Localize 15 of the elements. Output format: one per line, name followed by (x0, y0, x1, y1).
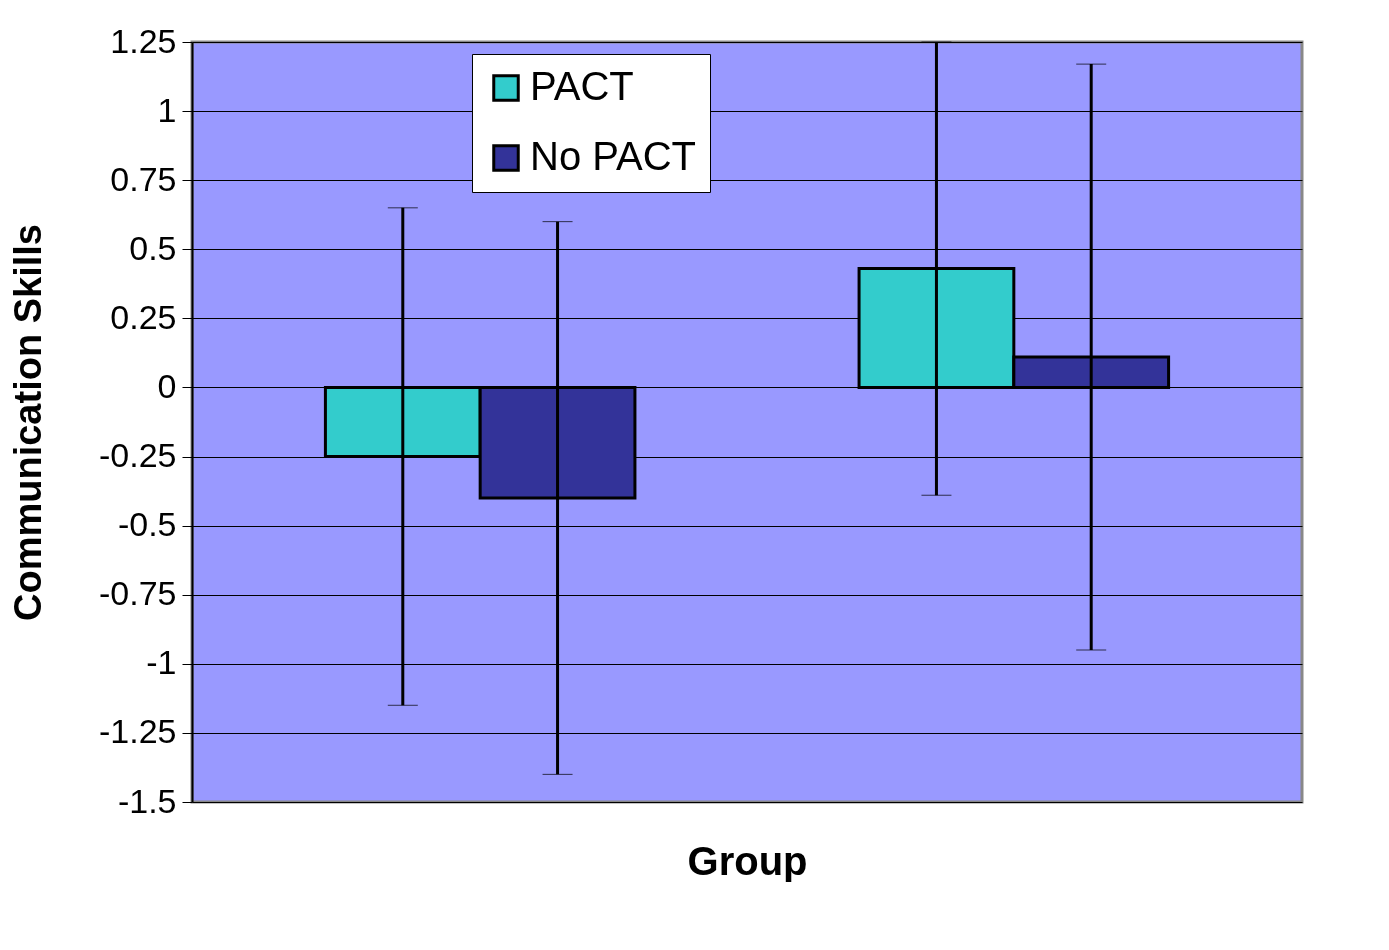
y-tick-label: 1 (157, 90, 177, 129)
legend-label: PACT (530, 64, 634, 108)
y-tick-label: -0.75 (99, 574, 177, 613)
y-axis-title: Communication Skills (7, 224, 49, 621)
y-tick-label: 0 (157, 366, 177, 405)
y-tick-label: 1.25 (110, 21, 177, 60)
y-tick-label: -1.5 (117, 781, 177, 820)
y-tick-label: -0.5 (117, 505, 177, 544)
y-tick-label: 0.5 (129, 228, 177, 267)
legend-label: No PACT (530, 134, 696, 178)
y-tick-label: 0.25 (110, 297, 177, 336)
y-tick-label: 0.75 (110, 159, 177, 198)
y-tick-label: -0.25 (99, 436, 177, 475)
y-tick-label: -1 (146, 643, 177, 682)
y-tick-label: -1.25 (99, 712, 177, 751)
